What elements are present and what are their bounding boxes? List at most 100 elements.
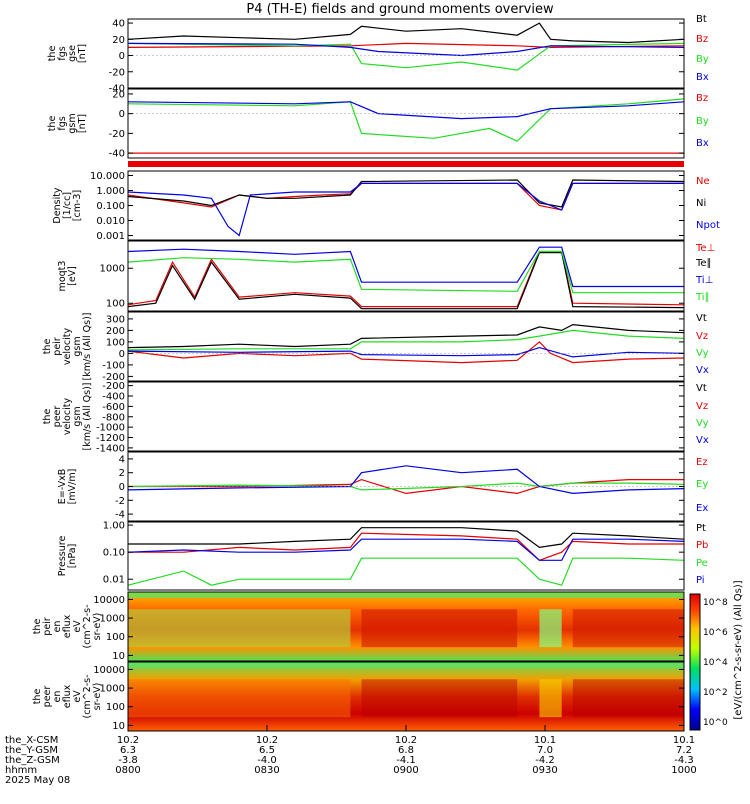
colorbar: 10^0 10^2 10^4 10^6 10^8 [eV/(cm^2-s-sr-eV) (… bbox=[689, 580, 744, 731]
heatmap-region bbox=[128, 609, 351, 648]
x-tick-label: 0800 bbox=[115, 765, 140, 776]
x-axis-row-label: hhmm bbox=[5, 765, 37, 776]
y-axis-label: Pressure[nPa] bbox=[57, 536, 78, 577]
series-line-Bx bbox=[127, 42, 685, 57]
y-tick-label: -200 bbox=[102, 381, 125, 392]
x-tick-label: 10.2 bbox=[395, 735, 417, 746]
y-tick-label: 10 bbox=[112, 651, 125, 662]
legend-entry-Pb: Pb bbox=[696, 540, 708, 551]
legend-entry-Te: Te⊥ bbox=[695, 243, 715, 254]
y-tick-label: 100 bbox=[106, 299, 125, 310]
y-tick-label: 10.000 bbox=[90, 171, 125, 182]
y-axis-label-line: [km/s (All Qs)] bbox=[82, 383, 93, 451]
y-tick-label: -4 bbox=[115, 510, 125, 521]
y-axis-label: thefgsgse[nT] bbox=[47, 44, 88, 63]
panel-peer-velocity: Vt Vz Vy Vx -1400-1200-1000-800-600-400-200 t… bbox=[42, 381, 709, 454]
y-tick-label: -800 bbox=[102, 412, 125, 423]
y-axis-label-line: peer bbox=[42, 686, 53, 708]
y-axis-label-line: peir bbox=[52, 337, 63, 356]
y-tick-label: -1000 bbox=[96, 423, 125, 434]
series-line-Ey bbox=[127, 482, 685, 491]
heatmap-region bbox=[572, 679, 684, 718]
y-tick-label: 1.000 bbox=[96, 186, 125, 197]
legend-entry-Ex: Ex bbox=[696, 503, 708, 514]
y-tick-label: 100 bbox=[106, 702, 125, 713]
y-tick-label: 0 bbox=[119, 109, 125, 120]
y-axis-label-line: eflux bbox=[62, 614, 73, 638]
y-tick-label: -20 bbox=[109, 67, 125, 78]
x-tick-label: -4.0 bbox=[257, 755, 277, 766]
legend-entry-Ne: Ne bbox=[696, 176, 710, 187]
panel-peer-eflux: 10100100010000thepeerenefluxeV(cm^2-s-sr… bbox=[32, 661, 685, 732]
panel-frame bbox=[127, 88, 685, 159]
y-axis-label-line: [nT] bbox=[77, 114, 88, 133]
panel-frame bbox=[127, 591, 685, 662]
series-line-Vt bbox=[127, 323, 685, 349]
y-tick-label: 20 bbox=[112, 35, 125, 46]
series-line-Bx bbox=[127, 101, 685, 120]
y-axis-label-line: velocity bbox=[62, 328, 73, 366]
y-tick-label: 100 bbox=[106, 632, 125, 643]
y-axis-label-line: eV bbox=[72, 620, 83, 633]
y-axis-label: moqt3[eV] bbox=[57, 261, 78, 292]
y-axis-label-line: the bbox=[47, 46, 58, 62]
panel-density: Ne Ni Npot 0.001 0.010 0.100 1.000 10.000 Densit… bbox=[52, 170, 720, 242]
y-axis-label-line: the bbox=[42, 339, 53, 355]
x-tick-label: 6.5 bbox=[259, 745, 275, 756]
legend-entry-Npot: Npot bbox=[696, 220, 720, 231]
heatmap-region bbox=[128, 679, 351, 718]
y-axis-label-line: E=-VxB bbox=[57, 469, 68, 504]
y-tick-label: 1000 bbox=[100, 614, 125, 625]
y-axis-label-line: gsm bbox=[72, 336, 83, 356]
y-axis-label-line: Density bbox=[52, 187, 63, 223]
y-axis-label-line: sr-eV) bbox=[92, 683, 103, 711]
panel-temperature: Te⊥ Te∥ Ti⊥ Ti∥ 100 1000 moqt3[eV] bbox=[57, 240, 715, 312]
y-tick-label: 1000 bbox=[100, 264, 125, 275]
y-axis-label-line: (cm^2-s- bbox=[82, 605, 93, 649]
y-tick-label: -40 bbox=[109, 149, 125, 160]
x-tick-label: 10.1 bbox=[534, 735, 556, 746]
heatmap-region bbox=[572, 609, 684, 648]
y-tick-label: 40 bbox=[112, 19, 125, 30]
legend-entry-Vx: Vx bbox=[696, 365, 709, 376]
y-tick-label: 0 bbox=[119, 349, 125, 360]
legend-entry-By: By bbox=[696, 54, 709, 65]
legend-entry-Vx: Vx bbox=[696, 435, 709, 446]
x-tick-label: 10.1 bbox=[673, 735, 695, 746]
y-tick-label: 0 bbox=[119, 482, 125, 493]
x-axis-row-label: 2025 May 08 bbox=[5, 775, 70, 786]
y-tick-label: 0.100 bbox=[96, 201, 125, 212]
x-axis-row-label: the_Z-GSM bbox=[5, 755, 60, 766]
y-tick-label: -2 bbox=[115, 496, 125, 507]
y-axis-label-line: [mV/m] bbox=[67, 469, 78, 505]
legend-entry-Te: Te∥ bbox=[695, 258, 712, 269]
y-axis-label-line: fgs bbox=[57, 46, 68, 60]
legend-entry-By: By bbox=[696, 116, 709, 127]
y-tick-label: -400 bbox=[102, 392, 125, 403]
legend-entry-Pe: Pe bbox=[696, 558, 708, 569]
y-axis-label-line: gse bbox=[67, 45, 78, 62]
y-axis-label-line: the bbox=[32, 619, 43, 635]
y-axis-label-line: moqt3 bbox=[57, 261, 68, 292]
y-axis-label: Density[1/cc][cm-3] bbox=[52, 187, 83, 223]
y-tick-label: 10 bbox=[112, 721, 125, 732]
x-tick-label: 10.2 bbox=[256, 735, 278, 746]
legend-entry-Vt: Vt bbox=[696, 383, 707, 394]
y-tick-label: -40 bbox=[109, 84, 125, 95]
y-axis-label-line: peir bbox=[42, 617, 53, 636]
panel-pressure: Pt Pb Pe Pi 0.01 0.10 1.00 Pressure[nPa] bbox=[57, 521, 708, 591]
heatmap-region bbox=[361, 609, 518, 648]
y-axis-label: thepeirvelocitygsm[km/s (All Qs)] bbox=[42, 313, 93, 381]
heatmap-region bbox=[128, 609, 351, 648]
y-tick-label: 200 bbox=[106, 326, 125, 337]
y-tick-label: 0.001 bbox=[96, 231, 125, 242]
y-axis-label-line: [1/cc] bbox=[62, 192, 73, 219]
x-tick-label: -3.8 bbox=[118, 755, 138, 766]
legend-entry-Bz: Bz bbox=[696, 93, 708, 104]
panel-fgs-gse: Bt Bz By Bx -40 -20 0 20 40 thefgsgse[nT] bbox=[47, 14, 709, 95]
x-tick-label: 0900 bbox=[393, 765, 418, 776]
x-tick-label: 0930 bbox=[532, 765, 557, 776]
y-axis-label-line: velocity bbox=[62, 398, 73, 436]
legend-entry-Ti: Ti∥ bbox=[695, 292, 710, 303]
